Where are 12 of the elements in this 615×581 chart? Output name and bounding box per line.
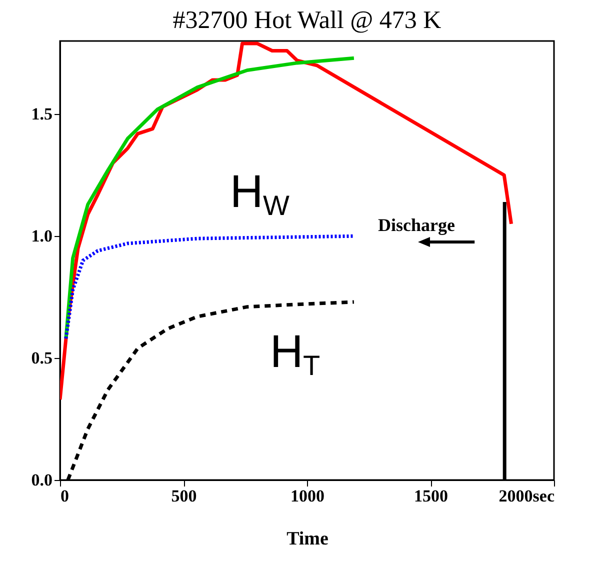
- x-tick-label: 1500: [414, 486, 448, 506]
- x-tick-label: 1000: [290, 486, 324, 506]
- x-tick-label: 500: [171, 486, 197, 506]
- y-tick-label: 1.0: [31, 226, 52, 246]
- annotation: Discharge: [378, 215, 455, 235]
- y-tick-label: 1.5: [31, 104, 52, 124]
- chart-title: #32700 Hot Wall @ 473 K: [172, 7, 442, 34]
- x-tick-label: 2000sec: [498, 486, 555, 506]
- x-axis-title: Time: [286, 528, 328, 550]
- x-tick-label: 0: [60, 486, 69, 506]
- y-tick-label: 0.5: [31, 348, 52, 368]
- y-tick-label: 0.0: [31, 470, 52, 490]
